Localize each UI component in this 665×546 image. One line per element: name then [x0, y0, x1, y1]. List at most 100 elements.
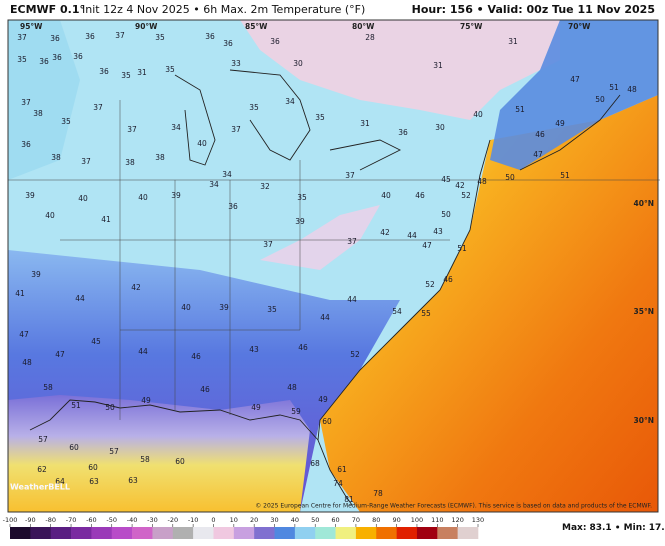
station-value: 50 [505, 173, 515, 182]
station-value: 31 [433, 61, 443, 70]
station-value: 38 [51, 153, 61, 162]
colorbar-tick-label: -90 [25, 516, 36, 524]
station-value: 46 [415, 191, 425, 200]
station-value: 57 [38, 435, 48, 444]
colorbar-segment [71, 527, 92, 539]
colorbar-segment [396, 527, 418, 539]
station-value: 68 [310, 459, 320, 468]
station-value: 51 [515, 105, 525, 114]
station-value: 40 [181, 303, 191, 312]
station-value: 44 [75, 294, 85, 303]
station-value: 37 [231, 125, 241, 134]
station-value: 45 [91, 337, 101, 346]
station-value: 50 [441, 210, 451, 219]
station-value: 57 [109, 447, 119, 456]
station-value: 34 [285, 97, 295, 106]
latitude-label: 40°N [634, 199, 654, 208]
station-value: 30 [435, 123, 445, 132]
colorbar-segment [254, 527, 275, 539]
station-value: 55 [421, 309, 431, 318]
colorbar-tick-label: 10 [230, 516, 238, 524]
station-value: 35 [297, 193, 307, 202]
station-value: 39 [295, 217, 305, 226]
station-value: 36 [73, 52, 83, 61]
station-value: 37 [81, 157, 91, 166]
station-value: 39 [171, 191, 181, 200]
colorbar-tick-label: 20 [250, 516, 258, 524]
station-value: 36 [85, 32, 95, 41]
station-value: 46 [298, 343, 308, 352]
station-value: 42 [455, 181, 465, 190]
station-value: 35 [249, 103, 259, 112]
longitude-label: 75°W [460, 22, 483, 31]
colorbar-segment [91, 527, 113, 539]
station-value: 36 [270, 37, 280, 46]
station-value: 52 [350, 350, 360, 359]
min-value: 17.9 [649, 523, 665, 533]
colorbar: -100 -90 -80 -70 -60 -50 -40 -30 -20 -10 0 10 20 30 40… [3, 516, 484, 539]
station-value: 38 [155, 153, 165, 162]
station-value: 44 [320, 313, 330, 322]
colorbar-segment [193, 527, 214, 539]
station-value: 36 [223, 39, 233, 48]
station-value: 42 [380, 228, 390, 237]
colorbar-tick-label: -100 [3, 516, 18, 524]
colorbar-segment [437, 527, 458, 539]
station-value: 51 [457, 244, 467, 253]
colorbar-tick-label: 110 [431, 516, 443, 524]
station-value: 54 [392, 307, 402, 316]
subtitle: Init 12z 4 Nov 2025 • 6h Max. 2m Tempera… [82, 3, 365, 16]
station-value: 36 [39, 57, 49, 66]
station-value: 81 [344, 495, 354, 504]
colorbar-segment [233, 527, 255, 539]
colorbar-tick-label: 40 [291, 516, 299, 524]
station-value: 40 [473, 110, 483, 119]
station-value: 39 [219, 303, 229, 312]
model-name: ECMWF 0.1° [10, 3, 85, 16]
station-value: 60 [175, 457, 185, 466]
station-value: 28 [365, 33, 375, 42]
station-value: 35 [17, 55, 27, 64]
colorbar-tick-label: 130 [472, 516, 484, 524]
station-value: 51 [71, 401, 81, 410]
station-value: 30 [293, 59, 303, 68]
station-value: 34 [171, 123, 181, 132]
station-value: 50 [595, 95, 605, 104]
station-value: 43 [433, 227, 443, 236]
station-value: 36 [99, 67, 109, 76]
colorbar-segment [10, 527, 31, 539]
station-value: 59 [291, 407, 301, 416]
station-value: 58 [140, 455, 150, 464]
colorbar-segment [50, 527, 72, 539]
colorbar-segment [457, 527, 479, 539]
station-value: 63 [128, 476, 138, 485]
station-value: 34 [222, 170, 232, 179]
station-value: 46 [191, 352, 201, 361]
station-value: 41 [15, 289, 25, 298]
copyright: © 2025 European Centre for Medium-Range … [255, 503, 652, 510]
station-value: 52 [461, 191, 471, 200]
station-value: 49 [555, 119, 565, 128]
station-value: 40 [138, 193, 148, 202]
colorbar-segment [172, 527, 194, 539]
station-value: 43 [249, 345, 259, 354]
station-value: 35 [165, 65, 175, 74]
station-value: 31 [137, 68, 147, 77]
station-value: 63 [89, 477, 99, 486]
colorbar-tick-label: 0 [211, 516, 215, 524]
colorbar-tick-label: -30 [147, 516, 158, 524]
station-value: 48 [22, 358, 32, 367]
station-value: 78 [373, 489, 383, 498]
colorbar-tick-label: -20 [167, 516, 178, 524]
station-value: 36 [205, 32, 215, 41]
station-value: 36 [228, 202, 238, 211]
geo-labels: 95°W 90°W 85°W 80°W 75°W 70°W 40°N 35°N 30°N [20, 22, 654, 425]
station-value: 48 [287, 383, 297, 392]
station-value: 60 [88, 463, 98, 472]
colorbar-segment [416, 527, 438, 539]
station-value: 37 [263, 240, 273, 249]
max-label: Max: [562, 523, 586, 533]
station-value: 37 [93, 103, 103, 112]
station-value: 35 [121, 71, 131, 80]
